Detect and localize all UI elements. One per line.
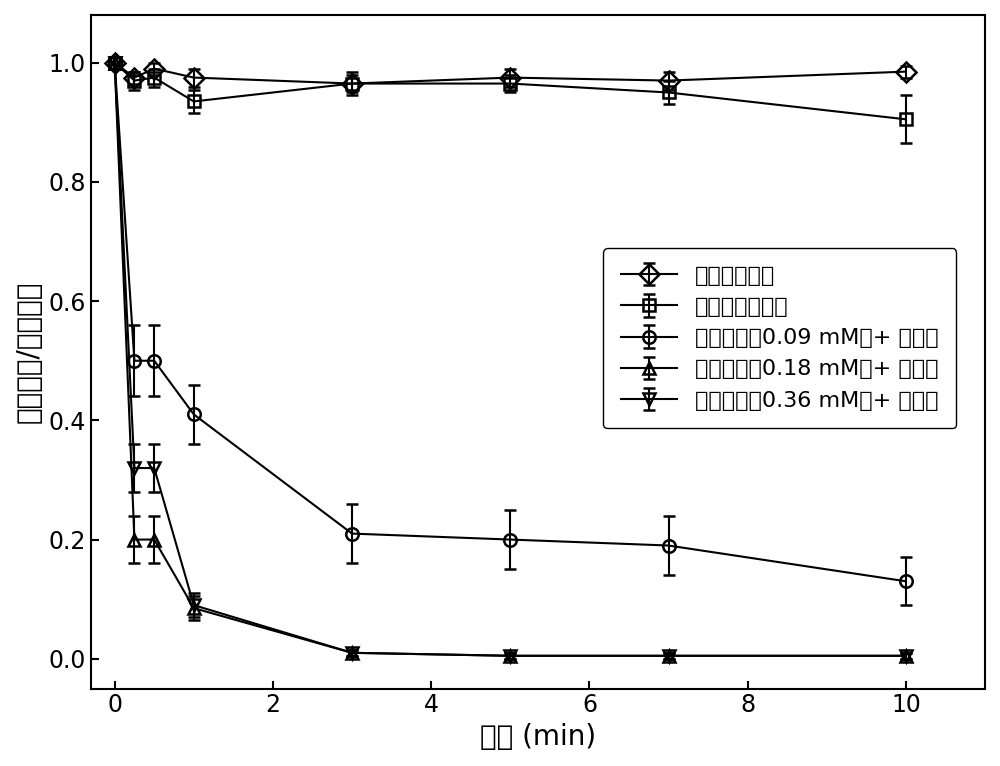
Legend: 仅投加傅化剂, 仅投加过硫酸钒, 过硫酸钒（0.09 mM）+ 傅化剂, 过硫酸钒（0.18 mM）+ 傅化剂, 过硫酸钒（0.36 mM）+ 傅化剂: 仅投加傅化剂, 仅投加过硫酸钒, 过硫酸钒（0.09 mM）+ 傅化剂, 过硫酸…: [603, 248, 956, 428]
Y-axis label: 时刻浓度/初始浓度: 时刻浓度/初始浓度: [15, 280, 43, 423]
X-axis label: 时间 (min): 时间 (min): [480, 723, 596, 751]
